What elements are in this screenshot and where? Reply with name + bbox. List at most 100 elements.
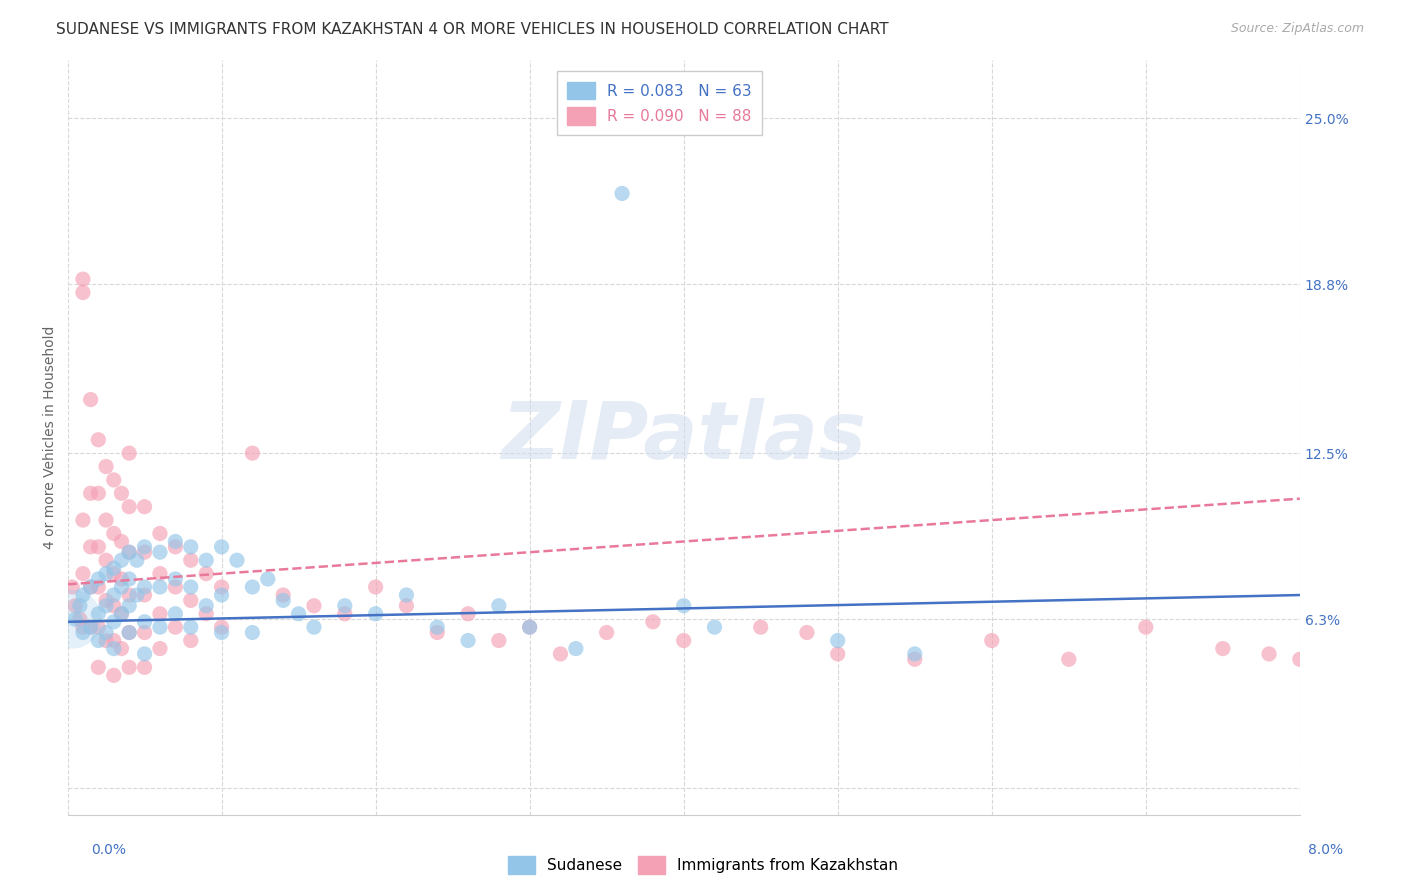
Point	[595, 625, 617, 640]
Point	[457, 607, 479, 621]
Point	[72, 625, 94, 640]
Point	[87, 433, 110, 447]
Point	[703, 620, 725, 634]
Legend: R = 0.083   N = 63, R = 0.090   N = 88: R = 0.083 N = 63, R = 0.090 N = 88	[557, 71, 762, 136]
Point	[94, 459, 117, 474]
Point	[103, 668, 125, 682]
Point	[149, 641, 172, 656]
Point	[103, 588, 125, 602]
Text: 8.0%: 8.0%	[1308, 843, 1343, 857]
Point	[1212, 641, 1234, 656]
Point	[72, 588, 94, 602]
Point	[271, 588, 294, 602]
Point	[180, 553, 202, 567]
Point	[134, 615, 156, 629]
Point	[211, 580, 233, 594]
Point	[242, 625, 264, 640]
Point	[87, 620, 110, 634]
Point	[242, 446, 264, 460]
Point	[180, 593, 202, 607]
Point	[79, 540, 101, 554]
Point	[226, 553, 249, 567]
Point	[87, 540, 110, 554]
Point	[60, 612, 83, 626]
Point	[333, 607, 356, 621]
Point	[149, 545, 172, 559]
Point	[395, 599, 418, 613]
Point	[134, 545, 156, 559]
Point	[302, 620, 325, 634]
Point	[72, 272, 94, 286]
Point	[1258, 647, 1281, 661]
Point	[110, 641, 132, 656]
Point	[110, 607, 132, 621]
Point	[110, 553, 132, 567]
Point	[488, 599, 510, 613]
Point	[287, 607, 309, 621]
Point	[672, 633, 695, 648]
Point	[195, 599, 218, 613]
Point	[165, 540, 187, 554]
Point	[94, 566, 117, 581]
Point	[519, 620, 541, 634]
Point	[87, 633, 110, 648]
Point	[72, 620, 94, 634]
Point	[87, 486, 110, 500]
Point	[180, 633, 202, 648]
Point	[72, 566, 94, 581]
Point	[211, 625, 233, 640]
Point	[103, 526, 125, 541]
Point	[79, 620, 101, 634]
Point	[118, 660, 141, 674]
Point	[165, 572, 187, 586]
Point	[79, 620, 101, 634]
Legend: Sudanese, Immigrants from Kazakhstan: Sudanese, Immigrants from Kazakhstan	[502, 850, 904, 880]
Point	[110, 572, 132, 586]
Text: SUDANESE VS IMMIGRANTS FROM KAZAKHSTAN 4 OR MORE VEHICLES IN HOUSEHOLD CORRELATI: SUDANESE VS IMMIGRANTS FROM KAZAKHSTAN 4…	[56, 22, 889, 37]
Point	[980, 633, 1002, 648]
Point	[79, 580, 101, 594]
Point	[110, 534, 132, 549]
Point	[180, 540, 202, 554]
Point	[103, 641, 125, 656]
Point	[79, 486, 101, 500]
Point	[180, 620, 202, 634]
Point	[1057, 652, 1080, 666]
Point	[211, 620, 233, 634]
Point	[457, 633, 479, 648]
Point	[519, 620, 541, 634]
Point	[94, 633, 117, 648]
Point	[488, 633, 510, 648]
Point	[72, 513, 94, 527]
Point	[149, 580, 172, 594]
Point	[134, 647, 156, 661]
Point	[110, 607, 132, 621]
Point	[333, 599, 356, 613]
Point	[134, 540, 156, 554]
Point	[118, 446, 141, 460]
Text: ZIPatlas: ZIPatlas	[501, 398, 866, 476]
Point	[134, 660, 156, 674]
Point	[87, 572, 110, 586]
Point	[904, 647, 927, 661]
Point	[94, 513, 117, 527]
Point	[110, 486, 132, 500]
Point	[165, 607, 187, 621]
Point	[125, 588, 148, 602]
Point	[211, 540, 233, 554]
Point	[134, 580, 156, 594]
Point	[87, 580, 110, 594]
Point	[195, 607, 218, 621]
Point	[827, 647, 849, 661]
Point	[65, 599, 87, 613]
Point	[149, 566, 172, 581]
Point	[69, 599, 91, 613]
Point	[242, 580, 264, 594]
Point	[672, 599, 695, 613]
Point	[149, 620, 172, 634]
Point	[195, 553, 218, 567]
Point	[302, 599, 325, 613]
Point	[94, 593, 117, 607]
Point	[165, 620, 187, 634]
Point	[550, 647, 572, 661]
